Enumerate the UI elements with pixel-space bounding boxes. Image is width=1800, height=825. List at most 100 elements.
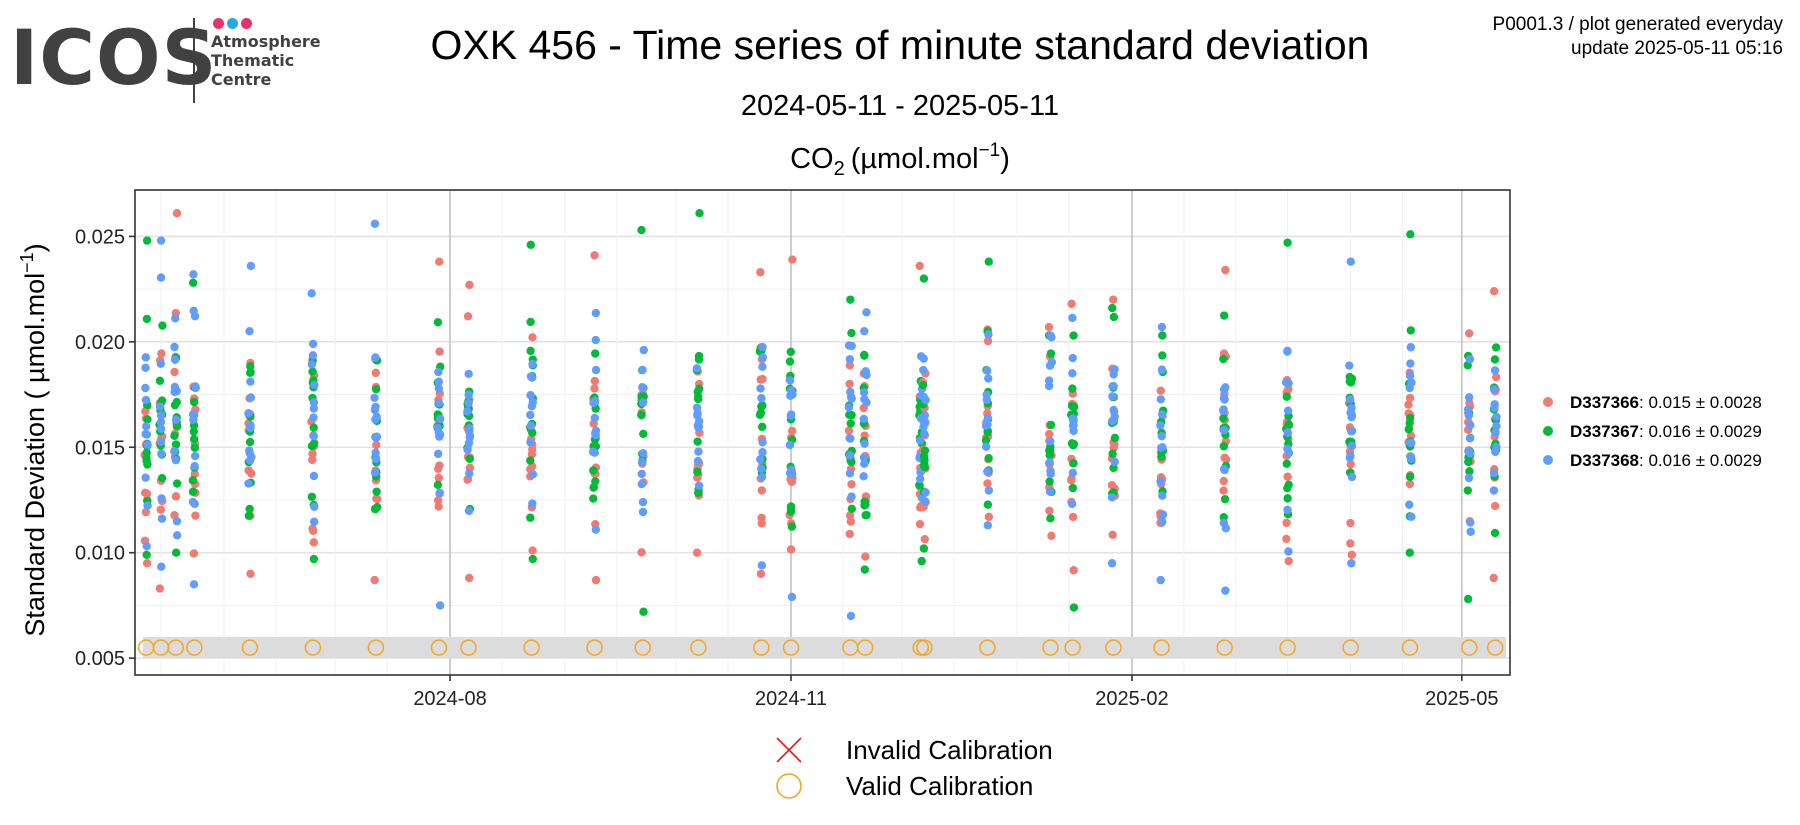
- data-point: [370, 405, 380, 415]
- data-point: [434, 502, 443, 511]
- logo-dot: [227, 18, 238, 29]
- data-point: [247, 469, 256, 478]
- data-point: [847, 394, 856, 403]
- data-point: [1109, 295, 1118, 304]
- data-point: [1464, 457, 1473, 466]
- data-point: [309, 404, 319, 413]
- data-point: [591, 308, 601, 318]
- data-point: [143, 501, 152, 510]
- data-point: [1346, 257, 1355, 266]
- legend-series-name: D337366: [1570, 393, 1639, 412]
- data-point: [1490, 528, 1500, 538]
- data-point: [434, 398, 444, 408]
- data-point: [861, 552, 870, 561]
- data-point: [1046, 420, 1056, 430]
- valid-calibration-marker: [1216, 639, 1233, 656]
- legend-marker: [1543, 426, 1553, 436]
- data-point: [637, 469, 646, 479]
- data-point: [157, 349, 166, 358]
- data-point: [915, 480, 924, 490]
- data-point: [1282, 518, 1291, 528]
- data-point: [1046, 514, 1055, 523]
- data-point: [189, 580, 199, 589]
- data-point: [1069, 566, 1078, 575]
- data-point: [1157, 432, 1166, 441]
- data-point: [1489, 486, 1499, 495]
- data-point: [1345, 377, 1354, 386]
- data-point: [434, 384, 444, 393]
- data-point: [637, 479, 646, 489]
- data-point: [1282, 459, 1292, 468]
- data-point: [1491, 447, 1500, 457]
- data-point: [757, 472, 767, 482]
- data-point: [982, 366, 992, 375]
- data-point: [1044, 376, 1054, 385]
- valid-calibration-marker: [856, 639, 874, 656]
- data-point: [787, 592, 797, 602]
- data-point: [984, 454, 993, 463]
- valid-calibration-icon: [776, 773, 802, 799]
- data-point: [170, 387, 179, 397]
- data-point: [591, 525, 601, 534]
- data-point: [845, 511, 855, 520]
- data-point: [1068, 353, 1077, 363]
- data-point: [1464, 473, 1474, 483]
- data-point: [435, 414, 445, 424]
- data-point: [1491, 372, 1501, 382]
- valid-calibration-marker: [586, 639, 603, 656]
- data-point: [845, 361, 855, 370]
- data-point: [1068, 313, 1077, 323]
- data-point: [694, 481, 704, 490]
- data-point: [1465, 329, 1474, 338]
- data-point: [846, 419, 855, 428]
- data-point: [434, 428, 443, 437]
- data-point: [983, 467, 992, 476]
- data-point: [156, 273, 166, 282]
- data-point: [639, 607, 648, 616]
- data-point: [1405, 438, 1415, 447]
- data-point: [692, 548, 702, 557]
- data-point: [156, 417, 166, 427]
- data-point: [921, 488, 930, 497]
- data-point: [1069, 331, 1078, 340]
- data-point: [308, 455, 317, 465]
- data-point: [847, 410, 856, 420]
- y-axis: 0.005 0.010 0.015 0.020 0.025: [75, 226, 135, 670]
- data-point: [983, 479, 992, 488]
- data-point: [919, 422, 928, 432]
- data-point: [847, 492, 856, 501]
- data-point: [528, 546, 537, 555]
- data-point: [1404, 425, 1413, 434]
- data-point: [1346, 518, 1355, 528]
- data-point: [1492, 412, 1501, 421]
- data-point: [1406, 230, 1415, 239]
- data-point: [1465, 467, 1474, 476]
- data-point: [188, 410, 198, 419]
- y-tick-label: 0.010: [75, 543, 125, 565]
- data-point: [309, 517, 319, 526]
- data-point: [434, 367, 443, 377]
- data-point: [1219, 464, 1229, 474]
- data-point: [188, 487, 198, 496]
- data-point: [435, 347, 444, 356]
- data-point: [246, 368, 255, 377]
- data-point: [637, 457, 647, 467]
- data-point: [1282, 534, 1291, 544]
- data-point: [1405, 371, 1415, 381]
- data-point: [309, 526, 318, 536]
- data-point: [1045, 429, 1054, 439]
- data-point: [1157, 365, 1167, 374]
- y-tick-label: 0.025: [75, 226, 125, 248]
- data-point: [371, 468, 380, 477]
- data-point: [983, 414, 993, 423]
- data-point: [171, 440, 181, 449]
- data-point: [859, 453, 869, 462]
- data-point: [637, 225, 646, 235]
- data-point: [465, 424, 474, 433]
- data-point: [170, 367, 179, 377]
- data-point: [245, 327, 254, 336]
- data-point: [1405, 472, 1415, 481]
- data-point: [1283, 472, 1292, 481]
- data-point: [308, 449, 317, 459]
